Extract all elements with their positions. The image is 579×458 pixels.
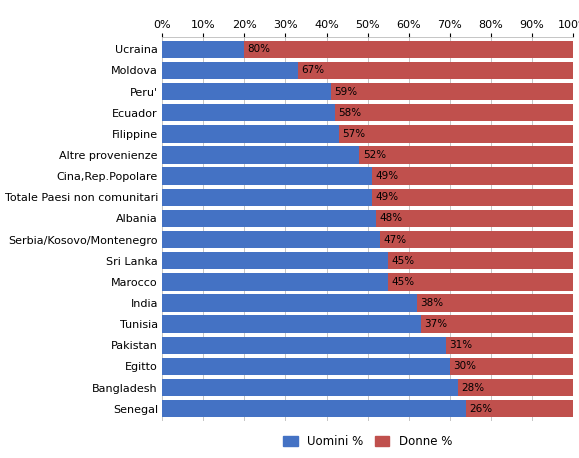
Bar: [380, 231, 573, 248]
Bar: [162, 379, 458, 396]
Bar: [417, 294, 573, 311]
Text: 58%: 58%: [338, 108, 361, 118]
Bar: [162, 41, 244, 58]
Bar: [162, 273, 388, 290]
Text: 48%: 48%: [379, 213, 402, 224]
Bar: [162, 189, 372, 206]
Bar: [162, 337, 446, 354]
Text: 45%: 45%: [391, 256, 415, 266]
Bar: [372, 168, 573, 185]
Legend: Uomini %, Donne %: Uomini %, Donne %: [283, 435, 452, 448]
Text: 38%: 38%: [420, 298, 444, 308]
Bar: [339, 125, 573, 142]
Bar: [162, 252, 388, 269]
Text: 26%: 26%: [470, 403, 493, 414]
Bar: [372, 189, 573, 206]
Bar: [162, 83, 331, 100]
Bar: [162, 400, 466, 417]
Text: 30%: 30%: [453, 361, 476, 371]
Bar: [388, 273, 573, 290]
Bar: [335, 104, 573, 121]
Bar: [421, 316, 573, 333]
Text: 31%: 31%: [449, 340, 472, 350]
Bar: [376, 210, 573, 227]
Bar: [244, 41, 573, 58]
Bar: [162, 168, 372, 185]
Text: 59%: 59%: [334, 87, 357, 97]
Text: 37%: 37%: [424, 319, 448, 329]
Bar: [450, 358, 573, 375]
Bar: [458, 379, 573, 396]
Text: 49%: 49%: [375, 171, 398, 181]
Bar: [466, 400, 573, 417]
Bar: [162, 210, 376, 227]
Bar: [162, 62, 298, 79]
Bar: [331, 83, 573, 100]
Bar: [388, 252, 573, 269]
Text: 57%: 57%: [342, 129, 365, 139]
Bar: [162, 316, 421, 333]
Bar: [162, 294, 417, 311]
Text: 80%: 80%: [248, 44, 270, 55]
Text: 45%: 45%: [391, 277, 415, 287]
Text: 67%: 67%: [301, 65, 324, 76]
Bar: [446, 337, 573, 354]
Text: 52%: 52%: [362, 150, 386, 160]
Text: 47%: 47%: [383, 234, 406, 245]
Bar: [162, 358, 450, 375]
Bar: [162, 104, 335, 121]
Text: 28%: 28%: [461, 382, 485, 393]
Bar: [360, 147, 573, 164]
Bar: [162, 125, 339, 142]
Bar: [162, 147, 360, 164]
Bar: [162, 231, 380, 248]
Bar: [298, 62, 573, 79]
Text: 49%: 49%: [375, 192, 398, 202]
